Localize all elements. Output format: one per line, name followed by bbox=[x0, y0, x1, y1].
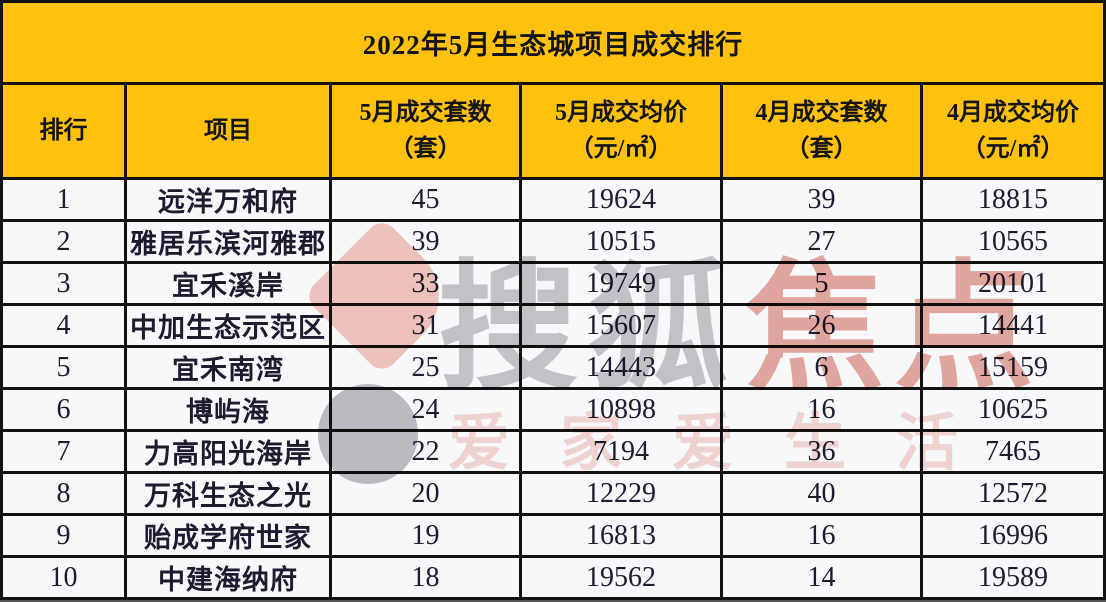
header-may-units-label: 5月成交套数 bbox=[359, 100, 492, 126]
apr-price-cell: 10565 bbox=[919, 219, 1106, 264]
apr-units-cell: 14 bbox=[720, 555, 923, 600]
table-row: 2 雅居乐滨河雅郡 39 10515 27 10565 bbox=[0, 219, 1106, 264]
table-row: 4 中加生态示范区 31 15607 26 14441 bbox=[0, 303, 1106, 348]
header-apr-units-label: 4月成交套数 bbox=[755, 100, 888, 126]
rank-cell: 7 bbox=[0, 429, 127, 474]
may-price-cell: 10898 bbox=[519, 387, 723, 432]
may-price-cell: 15607 bbox=[519, 303, 723, 348]
rank-cell: 1 bbox=[0, 177, 127, 222]
table-row: 5 宜禾南湾 25 14443 6 15159 bbox=[0, 345, 1106, 390]
rank-cell: 8 bbox=[0, 471, 127, 516]
apr-price-cell: 20101 bbox=[919, 261, 1106, 306]
rank-cell: 9 bbox=[0, 513, 127, 558]
table-body: 1 远洋万和府 45 19624 39 18815 2 雅居乐滨河雅郡 39 10515 27 105… bbox=[0, 177, 1106, 600]
apr-units-cell: 36 bbox=[720, 429, 923, 474]
table-row: 8 万科生态之光 20 12229 40 12572 bbox=[0, 471, 1106, 516]
may-price-cell: 19749 bbox=[519, 261, 723, 306]
apr-units-cell: 16 bbox=[720, 387, 923, 432]
may-units-cell: 20 bbox=[329, 471, 522, 516]
table-row: 9 贻成学府世家 19 16813 16 16996 bbox=[0, 513, 1106, 558]
apr-price-cell: 18815 bbox=[919, 177, 1106, 222]
rank-cell: 2 bbox=[0, 219, 127, 264]
apr-units-cell: 16 bbox=[720, 513, 923, 558]
project-cell: 远洋万和府 bbox=[124, 177, 332, 222]
project-cell: 中建海纳府 bbox=[124, 555, 332, 600]
rank-cell: 4 bbox=[0, 303, 127, 348]
rank-cell: 6 bbox=[0, 387, 127, 432]
apr-price-cell: 12572 bbox=[919, 471, 1106, 516]
table-title: 2022年5月生态城项目成交排行 bbox=[0, 0, 1106, 85]
apr-units-cell: 5 bbox=[720, 261, 923, 306]
may-price-cell: 14443 bbox=[519, 345, 723, 390]
table-row: 7 力高阳光海岸 22 7194 36 7465 bbox=[0, 429, 1106, 474]
header-project-label: 项目 bbox=[204, 118, 252, 144]
header-may-price-label: 5月成交均价 bbox=[555, 100, 687, 126]
may-price-cell: 7194 bbox=[519, 429, 723, 474]
apr-price-cell: 16996 bbox=[919, 513, 1106, 558]
project-cell: 中加生态示范区 bbox=[124, 303, 332, 348]
may-units-cell: 19 bbox=[329, 513, 522, 558]
project-cell: 博屿海 bbox=[124, 387, 332, 432]
table-row: 10 中建海纳府 18 19562 14 19589 bbox=[0, 555, 1106, 600]
project-cell: 宜禾南湾 bbox=[124, 345, 332, 390]
may-units-cell: 33 bbox=[329, 261, 522, 306]
project-cell: 雅居乐滨河雅郡 bbox=[124, 219, 332, 264]
project-cell: 宜禾溪岸 bbox=[124, 261, 332, 306]
rank-cell: 10 bbox=[0, 555, 127, 600]
may-units-cell: 39 bbox=[329, 219, 522, 264]
rank-cell: 5 bbox=[0, 345, 127, 390]
may-units-cell: 31 bbox=[329, 303, 522, 348]
apr-price-cell: 10625 bbox=[919, 387, 1106, 432]
apr-price-cell: 19589 bbox=[919, 555, 1106, 600]
may-units-cell: 25 bbox=[329, 345, 522, 390]
apr-price-cell: 7465 bbox=[919, 429, 1106, 474]
project-cell: 力高阳光海岸 bbox=[124, 429, 332, 474]
table-row: 1 远洋万和府 45 19624 39 18815 bbox=[0, 177, 1106, 222]
project-cell: 万科生态之光 bbox=[124, 471, 332, 516]
header-rank-label: 排行 bbox=[39, 118, 88, 144]
header-may-price: 5月成交均价 （元/㎡） bbox=[519, 82, 723, 180]
apr-price-cell: 15159 bbox=[919, 345, 1106, 390]
may-price-cell: 19624 bbox=[519, 177, 723, 222]
apr-units-cell: 40 bbox=[720, 471, 923, 516]
table-row: 3 宜禾溪岸 33 19749 5 20101 bbox=[0, 261, 1106, 306]
may-price-cell: 16813 bbox=[519, 513, 723, 558]
header-project: 项目 bbox=[124, 82, 332, 180]
apr-units-cell: 39 bbox=[720, 177, 923, 222]
table-title-row: 2022年5月生态城项目成交排行 bbox=[0, 0, 1106, 85]
apr-units-cell: 27 bbox=[720, 219, 923, 264]
may-price-cell: 10515 bbox=[519, 219, 723, 264]
table-header-row: 排行 项目 5月成交套数 （套） 5月成交均价 （元/㎡） 4月成交套数 （套） 4月… bbox=[0, 82, 1106, 180]
header-apr-price-label: 4月成交均价 bbox=[947, 100, 1080, 126]
may-units-cell: 45 bbox=[329, 177, 522, 222]
header-rank: 排行 bbox=[0, 82, 127, 180]
header-apr-price: 4月成交均价 （元/㎡） bbox=[919, 82, 1106, 180]
apr-units-cell: 6 bbox=[720, 345, 923, 390]
apr-price-cell: 14441 bbox=[919, 303, 1106, 348]
apr-units-cell: 26 bbox=[720, 303, 923, 348]
header-apr-units: 4月成交套数 （套） bbox=[720, 82, 923, 180]
project-cell: 贻成学府世家 bbox=[124, 513, 332, 558]
rank-cell: 3 bbox=[0, 261, 127, 306]
table-row: 6 博屿海 24 10898 16 10625 bbox=[0, 387, 1106, 432]
may-units-cell: 22 bbox=[329, 429, 522, 474]
header-may-units: 5月成交套数 （套） bbox=[329, 82, 522, 180]
may-price-cell: 19562 bbox=[519, 555, 723, 600]
may-units-cell: 24 bbox=[329, 387, 522, 432]
may-units-cell: 18 bbox=[329, 555, 522, 600]
may-price-cell: 12229 bbox=[519, 471, 723, 516]
